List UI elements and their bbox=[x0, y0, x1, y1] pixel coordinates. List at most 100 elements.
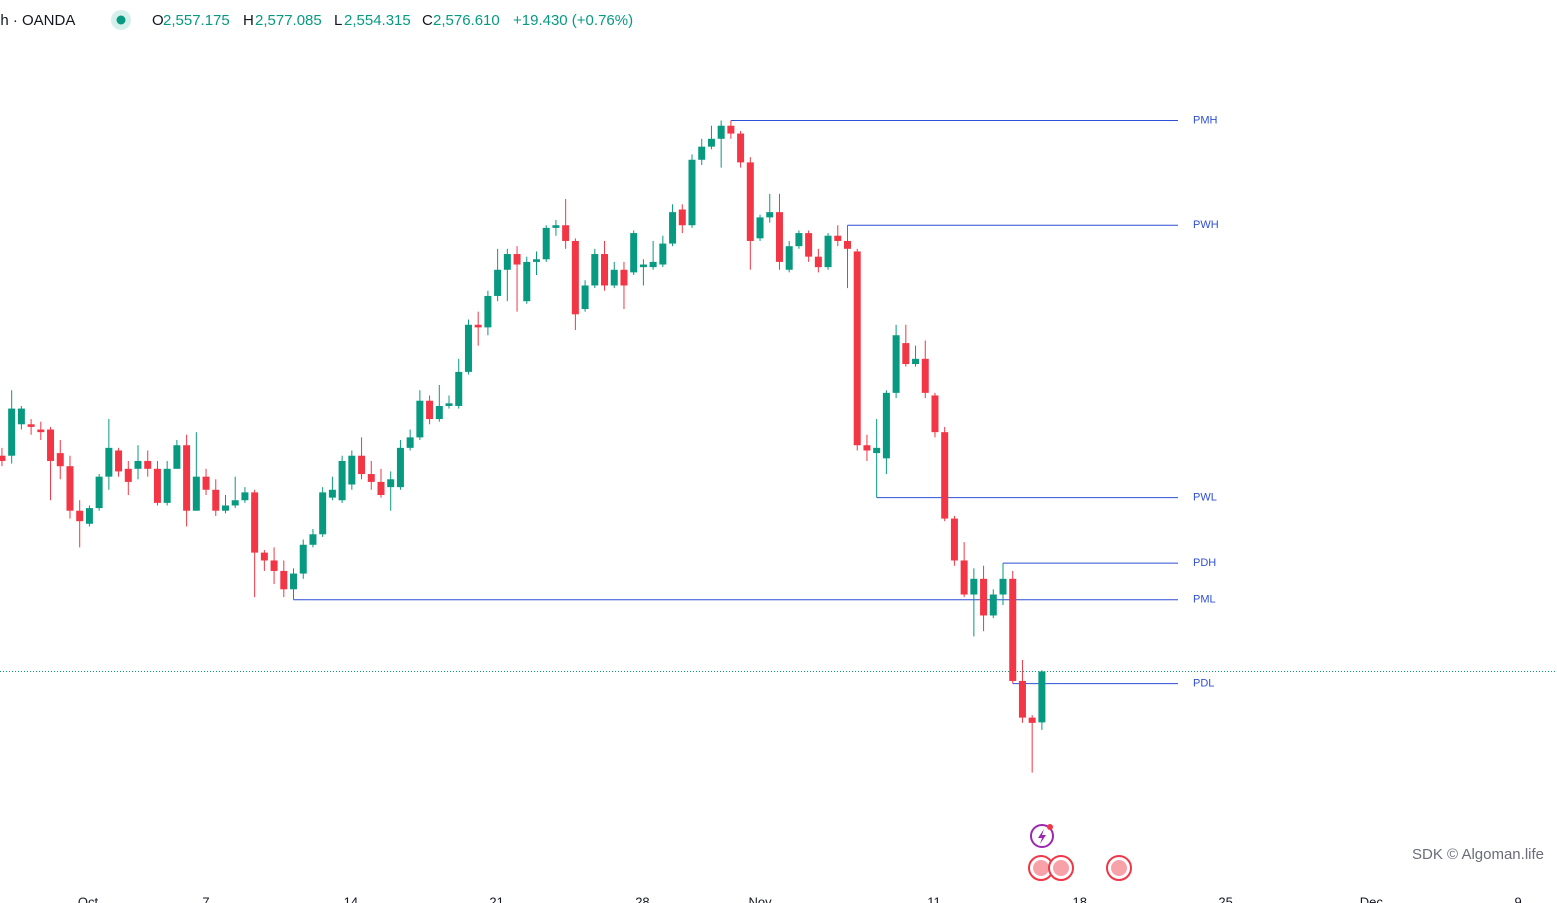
candle-body bbox=[435, 405, 443, 420]
candle-body bbox=[426, 400, 434, 420]
candle-body bbox=[707, 138, 715, 147]
candle-body bbox=[980, 578, 988, 616]
candle-body bbox=[989, 594, 997, 616]
candle-body bbox=[970, 578, 978, 595]
candle-body bbox=[455, 371, 463, 406]
candle-body bbox=[921, 358, 929, 393]
candle-body bbox=[931, 395, 939, 433]
candle-body bbox=[76, 510, 84, 522]
symbol[interactable]: 8h · OANDA bbox=[0, 12, 75, 29]
x-tick-label: 7 bbox=[202, 894, 209, 903]
candle-body bbox=[0, 455, 6, 461]
x-tick-label: Dec bbox=[1360, 894, 1384, 903]
candle-body bbox=[581, 285, 589, 310]
candle-body bbox=[805, 233, 813, 257]
candle-body bbox=[192, 476, 200, 511]
candle-body bbox=[212, 489, 220, 511]
candle-body bbox=[766, 212, 774, 218]
candle-body bbox=[445, 403, 453, 406]
candle-body bbox=[941, 432, 949, 519]
candle-body bbox=[562, 225, 570, 241]
candle-body bbox=[503, 254, 511, 270]
candle-body bbox=[698, 146, 706, 160]
candle-body bbox=[756, 217, 764, 239]
candle-body bbox=[163, 468, 171, 503]
candle-body bbox=[892, 335, 900, 393]
candle-body bbox=[464, 324, 472, 372]
flag-fill bbox=[1111, 860, 1127, 876]
candle-body bbox=[27, 424, 35, 427]
candle-body bbox=[377, 481, 385, 495]
candle-body bbox=[834, 235, 842, 241]
change-value: +19.430 (+0.76%) bbox=[513, 12, 633, 29]
candle-body bbox=[1028, 717, 1036, 723]
candle-body bbox=[358, 455, 366, 475]
candle-body bbox=[795, 233, 803, 247]
candle-body bbox=[56, 453, 64, 467]
candle-body bbox=[912, 358, 920, 365]
candle-body bbox=[183, 445, 191, 511]
x-tick-label: 9 bbox=[1515, 894, 1522, 903]
candle-body bbox=[882, 392, 890, 459]
candle-body bbox=[115, 450, 123, 472]
candle-body bbox=[688, 159, 696, 226]
open-label: O bbox=[152, 12, 164, 29]
candle-body bbox=[523, 261, 531, 302]
candle-body bbox=[1018, 680, 1026, 718]
candle-body bbox=[124, 468, 132, 482]
candle-body bbox=[620, 269, 628, 286]
candle-body bbox=[8, 408, 16, 456]
candle-body bbox=[416, 400, 424, 438]
candle-body bbox=[173, 445, 181, 469]
candle-body bbox=[221, 505, 229, 511]
candle-body bbox=[144, 460, 152, 469]
candle-body bbox=[231, 500, 239, 506]
candle-body bbox=[571, 240, 579, 315]
candle-body bbox=[659, 243, 667, 265]
level-label: PMH bbox=[1193, 114, 1218, 126]
candle-body bbox=[999, 578, 1007, 595]
flag-fill bbox=[1033, 860, 1049, 876]
high-label: H bbox=[243, 12, 254, 29]
candle-body bbox=[367, 474, 375, 482]
candle-body bbox=[863, 445, 871, 451]
level-label: PDH bbox=[1193, 557, 1216, 569]
candle-body bbox=[639, 264, 647, 268]
candle-body bbox=[47, 429, 55, 461]
close-value: 2,576.610 bbox=[433, 12, 500, 29]
event-dot bbox=[1047, 824, 1053, 830]
x-tick-label: Nov bbox=[748, 894, 772, 903]
candle-body bbox=[902, 343, 910, 365]
candle-body bbox=[678, 209, 686, 226]
candle-body bbox=[260, 552, 268, 561]
candle-body bbox=[396, 447, 404, 488]
candle-body bbox=[299, 544, 307, 574]
candle-body bbox=[270, 560, 278, 571]
low-value: 2,554.315 bbox=[344, 12, 411, 29]
candle-body bbox=[513, 254, 521, 265]
status-dot bbox=[116, 15, 126, 25]
candle-body bbox=[601, 254, 609, 286]
candle-body bbox=[319, 492, 327, 535]
candle-body bbox=[649, 261, 657, 268]
event-icons[interactable] bbox=[1028, 824, 1132, 881]
candle-body bbox=[853, 251, 861, 446]
candle-body bbox=[775, 212, 783, 262]
candle-body bbox=[280, 570, 288, 590]
candle-body bbox=[1038, 671, 1046, 723]
x-tick-label: 21 bbox=[489, 894, 503, 903]
candle-body bbox=[494, 269, 502, 296]
candle-body bbox=[814, 256, 822, 268]
candle-body bbox=[66, 466, 74, 511]
candle-body bbox=[85, 508, 93, 524]
candle-body bbox=[406, 437, 414, 448]
candle-body bbox=[153, 468, 161, 503]
x-tick-label: 28 bbox=[635, 894, 649, 903]
candle-body bbox=[95, 476, 103, 509]
open-value: 2,557.175 bbox=[163, 12, 230, 29]
x-tick-label: 14 bbox=[344, 894, 358, 903]
candle-body bbox=[844, 240, 852, 249]
candle-body bbox=[290, 573, 298, 590]
candle-body bbox=[241, 492, 249, 501]
